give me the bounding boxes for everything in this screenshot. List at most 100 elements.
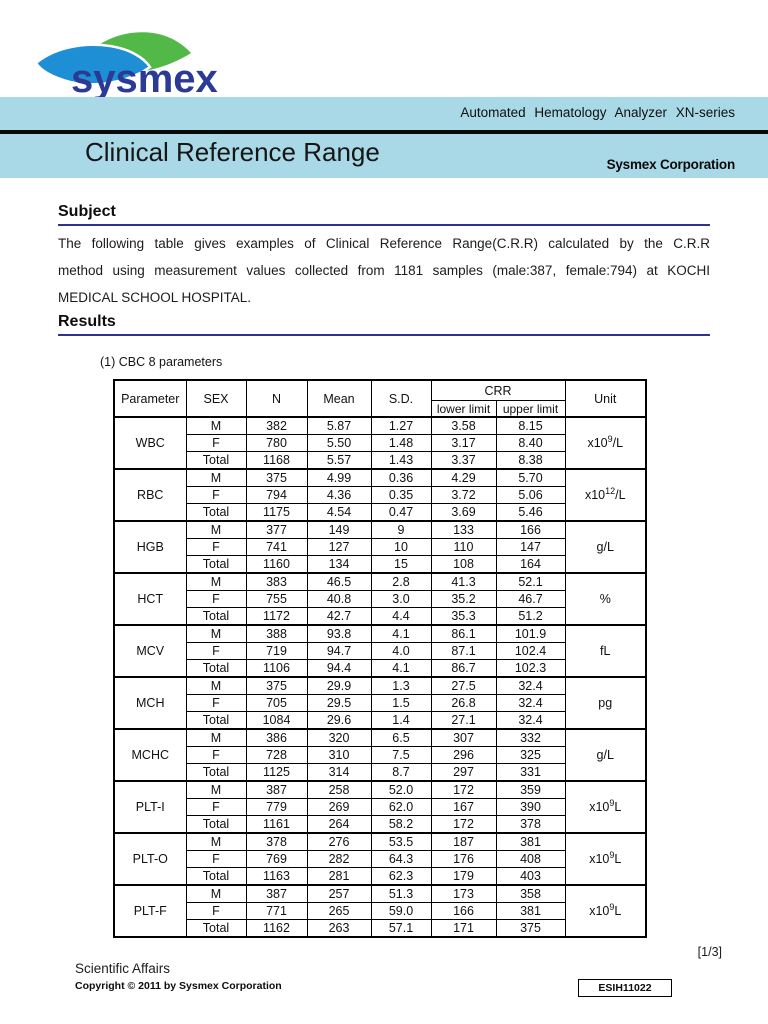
- sd-cell: 52.0: [370, 780, 432, 799]
- sd-cell: 6.5: [370, 728, 432, 747]
- mean-cell: 257: [306, 884, 372, 903]
- n-cell: 387: [245, 780, 308, 799]
- unit-tail: /L: [615, 488, 626, 502]
- sex-cell: Total: [185, 867, 247, 886]
- n-cell: 1172: [245, 607, 308, 626]
- unit-tail: L: [614, 852, 622, 866]
- lower-limit-cell: 27.5: [430, 676, 497, 695]
- upper-limit-cell: 46.7: [495, 590, 566, 608]
- cbc-table: Parameter SEX N Mean S.D. CRR Unit lower…: [113, 379, 647, 938]
- parameter-cell: PLT-I: [113, 780, 187, 834]
- unit-base: x10: [587, 436, 608, 450]
- mean-cell: 320: [306, 728, 372, 747]
- unit-cell: pg: [564, 676, 647, 730]
- product-line-label: Automated Hematology Analyzer XN-series: [460, 105, 735, 120]
- lower-limit-cell: 176: [430, 850, 497, 868]
- lower-limit-cell: 133: [430, 520, 497, 539]
- n-cell: 794: [245, 486, 308, 504]
- lower-limit-cell: 35.2: [430, 590, 497, 608]
- sex-cell: F: [185, 590, 247, 608]
- n-cell: 755: [245, 590, 308, 608]
- table-row: MCH M 375 29.9 1.3 27.5 32.4 pg: [113, 676, 647, 730]
- col-header-crr: CRR: [430, 379, 566, 401]
- lower-limit-cell: 187: [430, 832, 497, 851]
- sd-cell: 4.1: [370, 624, 432, 643]
- mean-cell: 46.5: [306, 572, 372, 591]
- col-header-parameter: Parameter: [113, 379, 187, 418]
- mean-cell: 282: [306, 850, 372, 868]
- mean-cell: 276: [306, 832, 372, 851]
- unit-base: x10: [589, 800, 610, 814]
- col-header-upper-limit: upper limit: [495, 400, 566, 418]
- n-cell: 1168: [245, 451, 308, 470]
- mean-cell: 281: [306, 867, 372, 886]
- n-cell: 375: [245, 676, 308, 695]
- table-row: PLT-O M 378 276 53.5 187 381 x109L: [113, 832, 647, 886]
- sysmex-logo: sysmex: [33, 24, 233, 101]
- n-cell: 1161: [245, 815, 308, 834]
- mean-cell: 29.9: [306, 676, 372, 695]
- table-row: PLT-I M 387 258 52.0 172 359 x109L: [113, 780, 647, 834]
- sex-cell: M: [185, 468, 247, 487]
- table-row: HGB M 377 149 9 133 166 g/L: [113, 520, 647, 574]
- sex-cell: M: [185, 572, 247, 591]
- sd-cell: 15: [370, 555, 432, 574]
- upper-limit-cell: 52.1: [495, 572, 566, 591]
- unit-cell: x109L: [564, 780, 647, 834]
- unit-base: g/L: [596, 540, 614, 554]
- upper-limit-cell: 166: [495, 520, 566, 539]
- n-cell: 1175: [245, 503, 308, 522]
- mean-cell: 93.8: [306, 624, 372, 643]
- mean-cell: 258: [306, 780, 372, 799]
- sex-cell: M: [185, 624, 247, 643]
- copyright-notice: Copyright © 2011 by Sysmex Corporation: [75, 980, 282, 992]
- upper-limit-cell: 378: [495, 815, 566, 834]
- table-row: F 728 310 7.5 296 325: [114, 746, 646, 764]
- parameter-cell: PLT-F: [113, 884, 187, 938]
- upper-limit-cell: 32.4: [495, 711, 566, 730]
- lower-limit-cell: 27.1: [430, 711, 497, 730]
- upper-limit-cell: 5.06: [495, 486, 566, 504]
- subject-heading: Subject: [58, 203, 710, 226]
- mean-cell: 265: [306, 902, 372, 920]
- unit-base: pg: [598, 696, 613, 710]
- unit-cell: x1012/L: [564, 468, 647, 522]
- unit-exponent: 12: [605, 485, 616, 496]
- lower-limit-cell: 307: [430, 728, 497, 747]
- parameter-cell: HGB: [113, 520, 187, 574]
- sex-cell: M: [185, 416, 247, 435]
- n-cell: 779: [245, 798, 308, 816]
- sex-cell: Total: [185, 503, 247, 522]
- unit-cell: g/L: [564, 520, 647, 574]
- n-cell: 382: [245, 416, 308, 435]
- n-cell: 388: [245, 624, 308, 643]
- unit-base: x10: [589, 852, 610, 866]
- upper-limit-cell: 51.2: [495, 607, 566, 626]
- mean-cell: 94.4: [306, 659, 372, 678]
- col-header-sex: SEX: [185, 379, 247, 418]
- parameter-cell: MCV: [113, 624, 187, 678]
- table-row: F 719 94.7 4.0 87.1 102.4: [114, 642, 646, 660]
- lower-limit-cell: 3.58: [430, 416, 497, 435]
- upper-limit-cell: 101.9: [495, 624, 566, 643]
- sex-cell: M: [185, 520, 247, 539]
- unit-exponent: 9: [609, 901, 615, 912]
- sd-cell: 62.3: [370, 867, 432, 886]
- upper-limit-cell: 164: [495, 555, 566, 574]
- n-cell: 1084: [245, 711, 308, 730]
- table-row: F 705 29.5 1.5 26.8 32.4: [114, 694, 646, 712]
- mean-cell: 134: [306, 555, 372, 574]
- unit-cell: %: [564, 572, 647, 626]
- unit-tail: L: [614, 904, 622, 918]
- mean-cell: 149: [306, 520, 372, 539]
- lower-limit-cell: 35.3: [430, 607, 497, 626]
- sd-cell: 59.0: [370, 902, 432, 920]
- table-row: Total 1106 94.4 4.1 86.7 102.3: [114, 659, 646, 678]
- sd-cell: 58.2: [370, 815, 432, 834]
- n-cell: 728: [245, 746, 308, 764]
- table-row: MCV M 388 93.8 4.1 86.1 101.9 fL: [113, 624, 647, 678]
- sd-cell: 0.36: [370, 468, 432, 487]
- parameter-cell: RBC: [113, 468, 187, 522]
- n-cell: 386: [245, 728, 308, 747]
- doc-number-box: ESIH11022: [578, 979, 672, 997]
